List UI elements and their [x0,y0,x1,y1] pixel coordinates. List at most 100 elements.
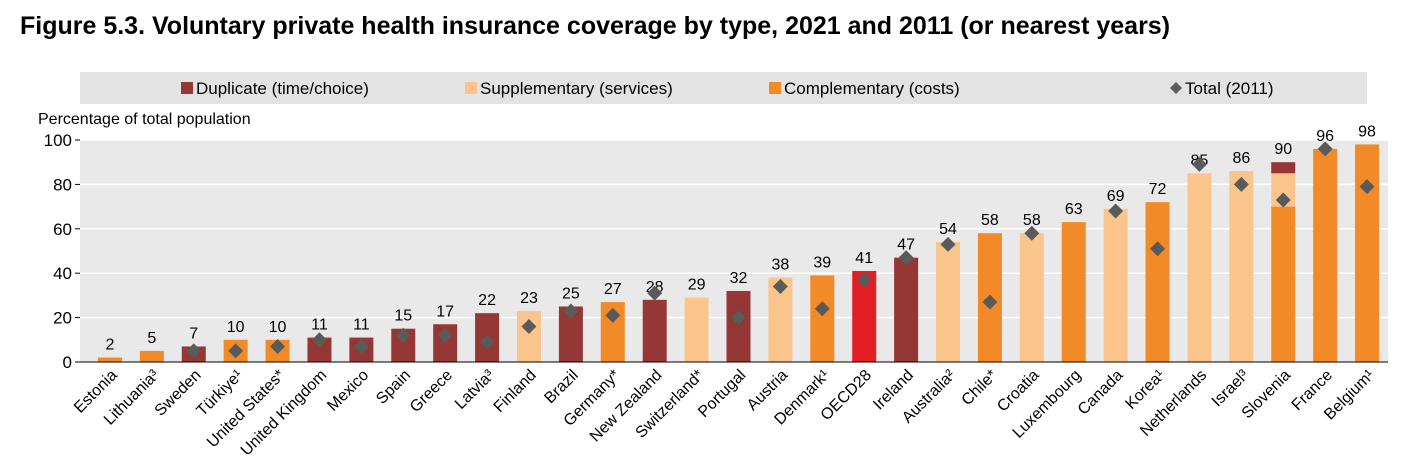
bar-denmark-complementary [810,275,835,362]
marker-2011-canada [1108,203,1124,219]
figure-title: Figure 5.3. Voluntary private health ins… [20,12,1171,40]
data-label-spain: 15 [394,308,412,325]
y-tick-label: 0 [63,353,72,372]
marker-2011-united-kingdom [311,332,327,348]
bar-new-zealand-duplicate [642,299,667,362]
bar-slovenia-complementary [1271,206,1296,362]
data-label-lithuania: 5 [147,330,156,347]
data-label-australia: 54 [939,221,957,238]
marker-2011-finland [521,318,537,334]
marker-2011-australia [940,236,956,252]
marker-2011-t-rkiye [228,343,244,359]
legend-marker-complementary [769,82,781,94]
bar-lithuania-complementary [139,350,164,362]
data-label-ireland: 47 [897,237,915,254]
data-label-united-states: 10 [269,319,287,336]
data-label-france: 96 [1316,128,1334,145]
marker-2011-oecd28 [856,272,872,288]
data-label-germany: 27 [604,281,622,298]
data-label-belgium: 98 [1358,123,1376,140]
marker-2011-belgium [1359,179,1375,195]
marker-2011-portugal [731,310,746,326]
legend: Duplicate (time/choice) Supplementary (se… [80,72,1367,104]
bar-belgium-complementary [1355,144,1380,362]
y-axis-label: Percentage of total population [38,111,251,128]
legend-marker-total_2011 [1170,82,1182,94]
marker-2011-israel [1233,176,1249,192]
data-label-canada: 69 [1107,188,1125,205]
data-label-mexico: 11 [353,317,370,334]
x-tick-label-finland: Finland [491,367,540,416]
bar-korea-complementary [1145,202,1170,362]
data-label-denmark: 39 [813,254,831,271]
bar-croatia-supplementary [1019,233,1044,362]
data-label-switzerland: 29 [688,277,706,294]
marker-2011-korea [1150,241,1166,257]
marker-2011-france [1317,141,1333,157]
x-tick-label-canada: Canada [1075,367,1127,419]
bar-australia-supplementary [936,242,961,362]
plot-area: 0204060801002Estonia5Lithuania³7Sweden10… [44,123,1388,459]
bar-luxembourg-complementary [1061,222,1086,362]
y-tick-label: 20 [53,309,72,328]
legend-label-complementary: Complementary (costs) [784,79,960,98]
data-label-slovenia: 90 [1274,141,1292,158]
x-tick-label-mexico: Mexico [324,367,372,415]
bar-israel-supplementary [1229,171,1254,362]
bar-finland-supplementary [516,310,541,362]
x-tick-label-greece: Greece [407,367,456,416]
marker-2011-brazil [563,303,579,319]
x-tick-label-brazil: Brazil [541,367,581,407]
legend-marker-duplicate [181,82,193,94]
legend-label-supplementary: Supplementary (services) [480,79,673,98]
bar-ireland-duplicate [894,257,919,362]
bar-canada-supplementary [1103,208,1128,362]
bar-estonia-complementary [97,357,122,362]
data-label-croatia: 58 [1023,212,1041,229]
marker-2011-austria [772,279,788,295]
marker-2011-denmark [814,301,830,317]
data-label-luxembourg: 63 [1065,201,1083,218]
legend-label-total_2011: Total (2011) [1185,79,1274,98]
marker-2011-sweden [186,343,202,359]
data-label-united-kingdom: 11 [311,317,328,334]
data-label-t-rkiye: 10 [227,319,245,336]
y-tick-label: 80 [53,175,72,194]
legend-background [80,72,1367,104]
data-label-greece: 17 [436,303,454,320]
bar-france-complementary [1313,148,1338,362]
bar-portugal-duplicate [726,290,751,362]
data-label-estonia: 2 [105,337,114,354]
data-label-israel: 86 [1232,150,1250,167]
marker-2011-latvia [479,334,495,350]
marker-2011-mexico [353,338,369,354]
marker-2011-chile [982,294,998,310]
data-label-sweden: 7 [189,325,198,342]
bar-switzerland-supplementary [684,297,709,362]
marker-2011-croatia [1024,225,1040,241]
marker-2011-spain [395,327,411,343]
data-label-finland: 23 [520,290,538,307]
y-tick-label: 100 [44,131,72,150]
legend-label-duplicate: Duplicate (time/choice) [196,79,369,98]
data-label-chile: 58 [981,212,999,229]
marker-2011-new-zealand [647,285,663,301]
marker-2011-netherlands [1191,156,1207,172]
bar-netherlands-supplementary [1187,173,1212,362]
data-label-oecd28: 41 [855,250,873,267]
data-label-latvia: 22 [478,292,496,309]
marker-2011-slovenia [1275,192,1291,208]
y-tick-label: 60 [53,220,72,239]
y-tick-label: 40 [53,264,72,283]
bar-slovenia-duplicate [1271,162,1296,174]
data-label-austria: 38 [772,257,790,274]
data-label-korea: 72 [1149,181,1167,198]
marker-2011-germany [605,307,621,323]
data-label-brazil: 25 [562,286,580,303]
marker-2011-greece [437,327,453,343]
marker-2011-ireland [898,250,914,266]
legend-marker-supplementary [465,82,477,94]
data-label-portugal: 32 [730,270,748,287]
marker-2011-united-states [270,338,286,354]
